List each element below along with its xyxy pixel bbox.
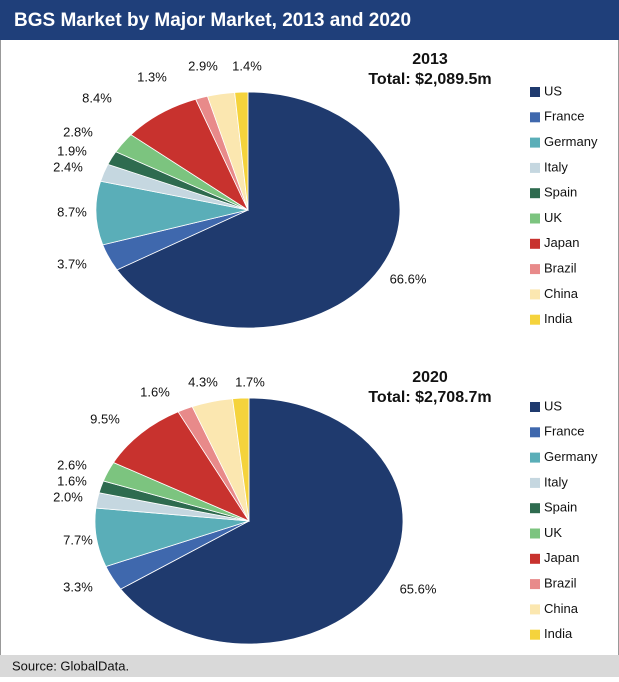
source: Source: GlobalData. <box>12 658 129 673</box>
pie-title: 2020 <box>412 369 448 386</box>
slice-label: 8.4% <box>82 90 112 105</box>
legend-swatch <box>530 264 540 275</box>
legend-swatch <box>530 188 540 199</box>
legend-swatch <box>530 604 540 615</box>
legend-swatch <box>530 137 540 148</box>
slice-label: 8.7% <box>57 204 87 219</box>
slice-label: 4.3% <box>188 374 218 389</box>
legend-label: Spain <box>544 500 577 515</box>
slice-label: 66.6% <box>390 271 427 286</box>
slice-label: 9.5% <box>90 411 120 426</box>
legend-label: Italy <box>544 474 568 489</box>
legend-label: Brazil <box>544 576 577 591</box>
legend-label: Germany <box>544 449 598 464</box>
legend-swatch <box>530 503 540 514</box>
pie-slice <box>116 91 401 329</box>
slice-label: 1.6% <box>57 473 87 488</box>
legend-swatch <box>530 402 540 412</box>
legend-label: Japan <box>544 550 579 565</box>
pie-subtitle: Total: $2,708.7m <box>368 389 491 406</box>
slice-label: 1.7% <box>235 374 265 389</box>
legend-swatch <box>530 87 540 97</box>
slice-label: 3.7% <box>57 256 87 271</box>
slice-label: 1.3% <box>137 69 167 84</box>
legend-label: France <box>544 424 584 439</box>
source-bar <box>0 655 619 677</box>
pie-slice <box>120 397 404 645</box>
legend-swatch <box>530 553 540 564</box>
legend-label: Brazil <box>544 261 577 276</box>
legend-label: US <box>544 83 562 98</box>
slice-label: 2.6% <box>57 457 87 472</box>
legend-swatch <box>530 112 540 123</box>
legend-label: UK <box>544 525 562 540</box>
slice-label: 3.3% <box>63 579 93 594</box>
slice-label: 1.6% <box>140 384 170 399</box>
legend-swatch <box>530 629 540 640</box>
legend-swatch <box>530 213 540 224</box>
legend-label: China <box>544 601 579 616</box>
legend-label: India <box>544 626 573 641</box>
legend-label: France <box>544 109 584 124</box>
legend-label: India <box>544 311 573 326</box>
pie-slice <box>234 91 249 211</box>
slice-label: 7.7% <box>63 532 93 547</box>
slice-label: 2.4% <box>53 159 83 174</box>
slice-label: 2.9% <box>188 58 218 73</box>
legend-label: China <box>544 286 579 301</box>
legend-label: Italy <box>544 159 568 174</box>
legend-label: Germany <box>544 134 598 149</box>
pie-slice <box>112 411 251 522</box>
legend-swatch <box>530 238 540 249</box>
legend-swatch <box>530 579 540 590</box>
legend-label: US <box>544 398 562 413</box>
legend-swatch <box>530 477 540 488</box>
pie-slice <box>232 397 250 522</box>
legend-swatch <box>530 528 540 539</box>
legend-swatch <box>530 289 540 300</box>
legend-label: Spain <box>544 185 577 200</box>
slice-label: 1.9% <box>57 143 87 158</box>
pie-slice <box>95 180 249 246</box>
slice-label: 1.4% <box>232 58 262 73</box>
title-bar <box>0 0 619 40</box>
pie-title: 2013 <box>412 51 448 68</box>
legend-swatch <box>530 452 540 463</box>
slice-label: 65.6% <box>400 581 437 596</box>
legend-swatch <box>530 162 540 173</box>
slice-label: 2.0% <box>53 489 83 504</box>
pie-subtitle: Total: $2,089.5m <box>368 71 491 88</box>
slice-label: 2.8% <box>63 124 93 139</box>
legend-swatch <box>530 314 540 325</box>
legend-label: UK <box>544 210 562 225</box>
legend-swatch <box>530 427 540 438</box>
page-title: BGS Market by Major Market, 2013 and 202… <box>14 10 411 31</box>
legend-label: Japan <box>544 235 579 250</box>
